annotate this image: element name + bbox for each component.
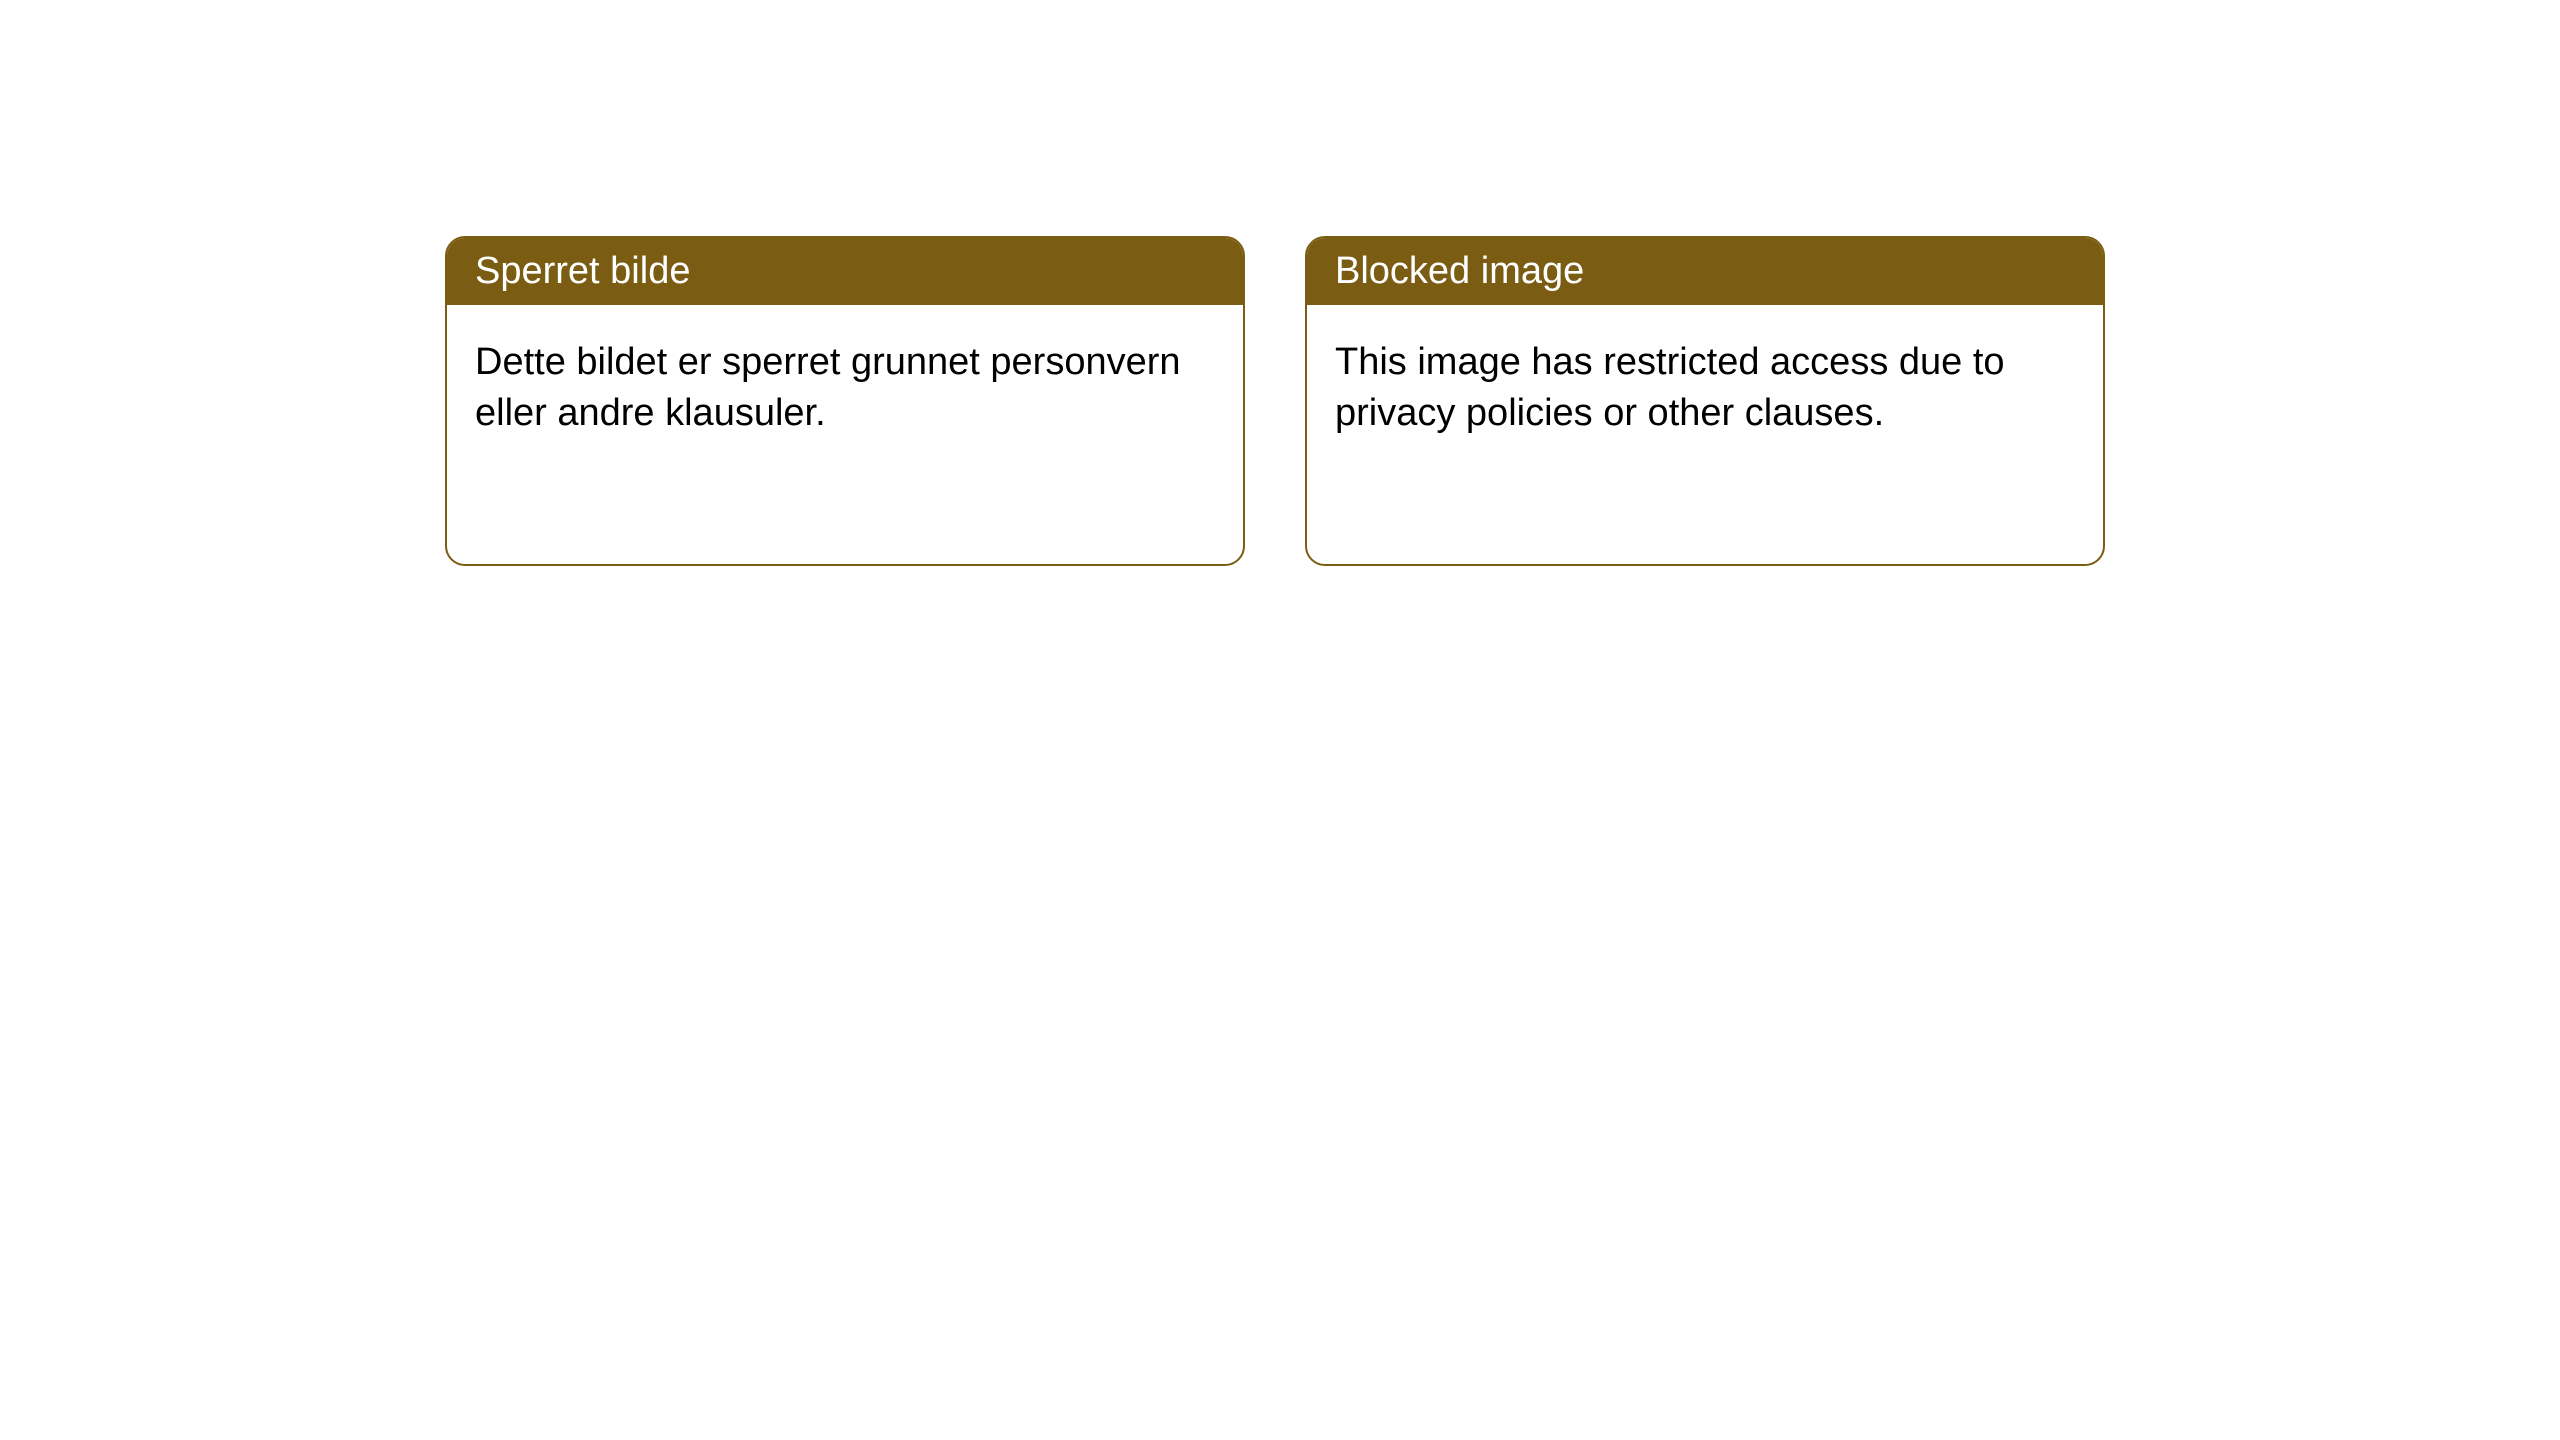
notice-cards-container: Sperret bilde Dette bildet er sperret gr…: [445, 236, 2105, 566]
notice-card-english: Blocked image This image has restricted …: [1305, 236, 2105, 566]
notice-card-norwegian: Sperret bilde Dette bildet er sperret gr…: [445, 236, 1245, 566]
notice-card-title: Blocked image: [1335, 250, 1584, 292]
notice-card-body: This image has restricted access due to …: [1307, 305, 2103, 472]
notice-card-body: Dette bildet er sperret grunnet personve…: [447, 305, 1243, 472]
notice-card-header: Blocked image: [1307, 238, 2103, 305]
notice-card-header: Sperret bilde: [447, 238, 1243, 305]
notice-card-title: Sperret bilde: [475, 250, 690, 292]
notice-card-body-text: This image has restricted access due to …: [1335, 341, 2005, 434]
notice-card-body-text: Dette bildet er sperret grunnet personve…: [475, 341, 1181, 434]
